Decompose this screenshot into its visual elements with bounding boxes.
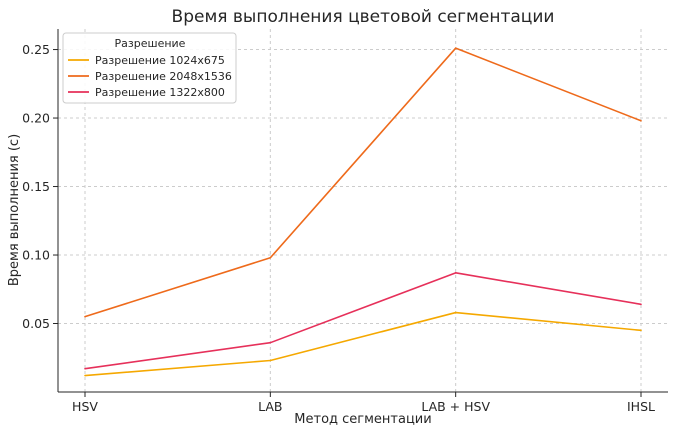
data-point xyxy=(269,341,272,344)
data-point xyxy=(640,303,642,306)
data-point xyxy=(84,374,86,377)
y-tick-label: 0.10 xyxy=(22,248,50,263)
axes xyxy=(57,29,668,393)
chart-title: Время выполнения цветовой сегментации xyxy=(172,7,555,27)
data-point xyxy=(269,359,272,362)
legend-label: Разрешение 1024x675 xyxy=(95,54,225,67)
legend-items: Разрешение 1024x675 Разрешение 2048x1536 Р… xyxy=(68,54,232,99)
legend-label: Разрешение 2048x1536 xyxy=(95,70,232,83)
data-point xyxy=(640,119,642,122)
x-tick-label: IHSL xyxy=(627,399,655,414)
grid xyxy=(58,29,668,392)
x-tick-label: LAB + HSV xyxy=(421,399,490,414)
x-tick-label: HSV xyxy=(72,399,98,414)
y-tick-label: 0.20 xyxy=(22,111,50,126)
y-axis-label: Время выполнения (с) xyxy=(7,134,22,286)
series-line-1 xyxy=(84,311,642,377)
y-tick-label: 0.25 xyxy=(22,42,50,57)
x-tick-label: LAB xyxy=(258,399,282,414)
x-axis-label: Метод сегментации xyxy=(294,412,431,427)
data-point xyxy=(84,315,86,318)
legend-box xyxy=(62,32,237,104)
data-point xyxy=(454,47,457,49)
x-ticks: HSV LAB LAB + HSV IHSL xyxy=(72,392,655,414)
legend-title: Разрешение xyxy=(115,37,186,50)
data-point xyxy=(269,256,272,259)
data-point xyxy=(84,367,86,370)
legend-label: Разрешение 1322x800 xyxy=(95,86,225,99)
y-ticks: 0.05 0.10 0.15 0.20 0.25 xyxy=(22,42,58,331)
series-line-2 xyxy=(84,47,642,318)
series-lines xyxy=(84,47,642,377)
y-tick-label: 0.15 xyxy=(22,179,50,194)
y-tick-label: 0.05 xyxy=(22,316,50,331)
data-point xyxy=(454,311,457,314)
data-point xyxy=(454,272,457,274)
data-point xyxy=(640,329,642,332)
legend: Разрешение Разрешение 1024x675Разрешение… xyxy=(62,32,237,104)
series-line-3 xyxy=(84,272,642,370)
